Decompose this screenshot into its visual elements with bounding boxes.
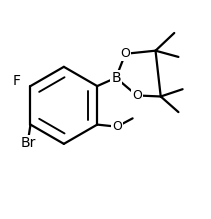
Text: O: O [120,47,130,60]
Text: Br: Br [21,136,36,150]
Text: O: O [132,89,142,102]
Text: F: F [13,74,21,88]
Text: B: B [111,71,121,85]
Text: O: O [112,120,122,133]
